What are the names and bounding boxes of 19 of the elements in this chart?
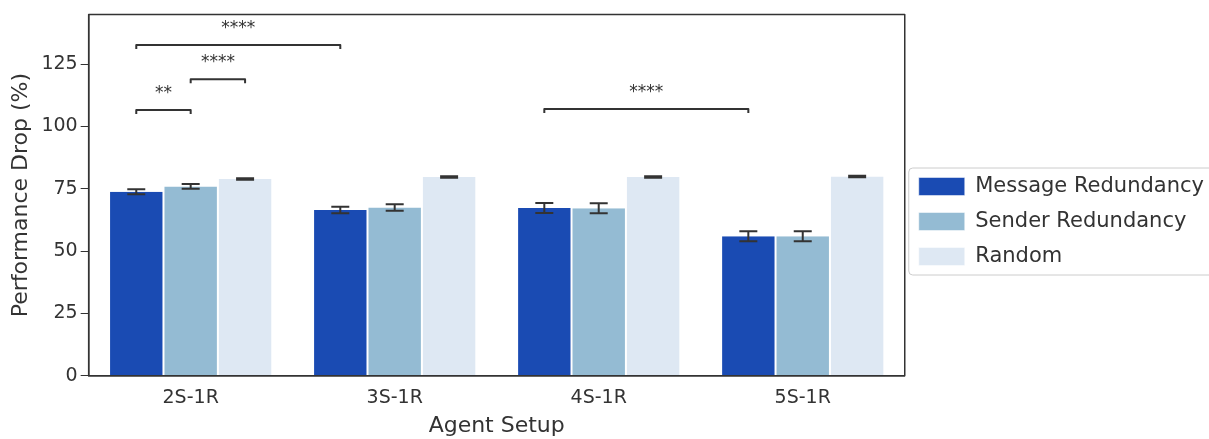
- annotation: ****: [200, 51, 235, 72]
- y-tick-label: 100: [41, 113, 78, 136]
- x-tick-label: 4S-1R: [570, 385, 627, 408]
- x-tick-label: 3S-1R: [366, 385, 423, 408]
- y-tick-label: 125: [41, 51, 78, 74]
- y-tick-label: 50: [53, 238, 78, 261]
- y-tick-label: 75: [53, 175, 78, 198]
- x-axis-title: Agent Setup: [428, 411, 565, 437]
- y-tick-label: 0: [65, 362, 78, 385]
- annotation: **: [154, 82, 172, 103]
- annotation: ****: [221, 16, 256, 37]
- y-axis-title: Performance Drop (%): [6, 72, 32, 318]
- legend-label: Sender Redundancy: [975, 207, 1187, 232]
- x-tick-label: 5S-1R: [774, 385, 831, 408]
- annotation: ****: [629, 81, 664, 102]
- legend-label: Message Redundancy: [975, 172, 1204, 197]
- y-tick-label: 25: [53, 300, 78, 323]
- legend-label: Random: [975, 242, 1063, 267]
- x-tick-label: 2S-1R: [162, 385, 219, 408]
